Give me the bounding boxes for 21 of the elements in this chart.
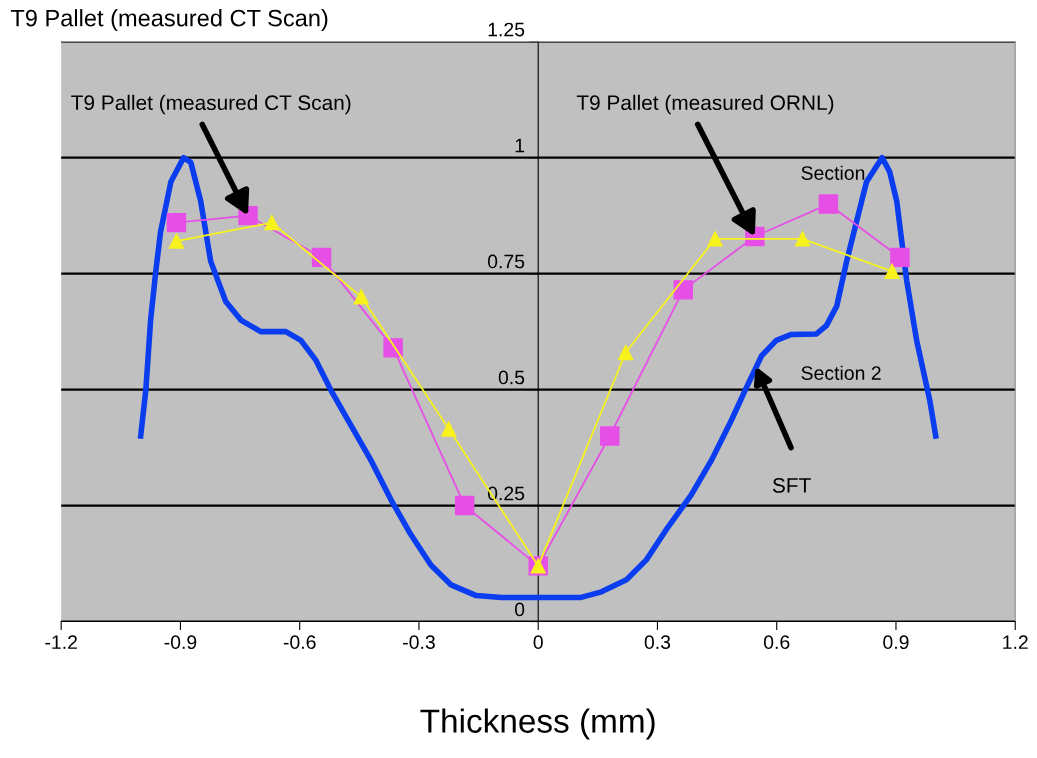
y-tick-label: 1.25 <box>488 22 525 37</box>
x-tick-label: 0.9 <box>883 635 909 650</box>
chart-title: T9 Pallet (measured CT Scan) <box>10 9 328 32</box>
y-tick-label: 0.75 <box>487 254 525 269</box>
annotation: Section <box>801 165 865 180</box>
x-tick-label: 0.6 <box>763 635 790 650</box>
y-tick-label: 1 <box>515 138 525 153</box>
x-tick-label: -0.3 <box>403 635 435 650</box>
x-tick-label: -0.9 <box>164 635 197 650</box>
x-tick-label: 0 <box>533 635 543 650</box>
x-tick-label: 1.2 <box>1003 635 1028 649</box>
annotation: SFT <box>772 478 811 493</box>
annotation: T9 Pallet (measured ORNL) <box>576 94 834 115</box>
x-tick-label: -0.6 <box>283 635 316 650</box>
annotation: T9 Pallet (measured CT Scan) <box>71 94 351 115</box>
annotation: Section 2 <box>801 365 881 380</box>
y-tick-label: 0 <box>514 602 525 617</box>
y-tick-label: 0.5 <box>498 370 525 385</box>
x-tick-label: 0.3 <box>644 635 671 650</box>
x-axis-title: Thickness (mm) <box>420 708 655 740</box>
x-tick-label: -1.2 <box>45 635 77 649</box>
